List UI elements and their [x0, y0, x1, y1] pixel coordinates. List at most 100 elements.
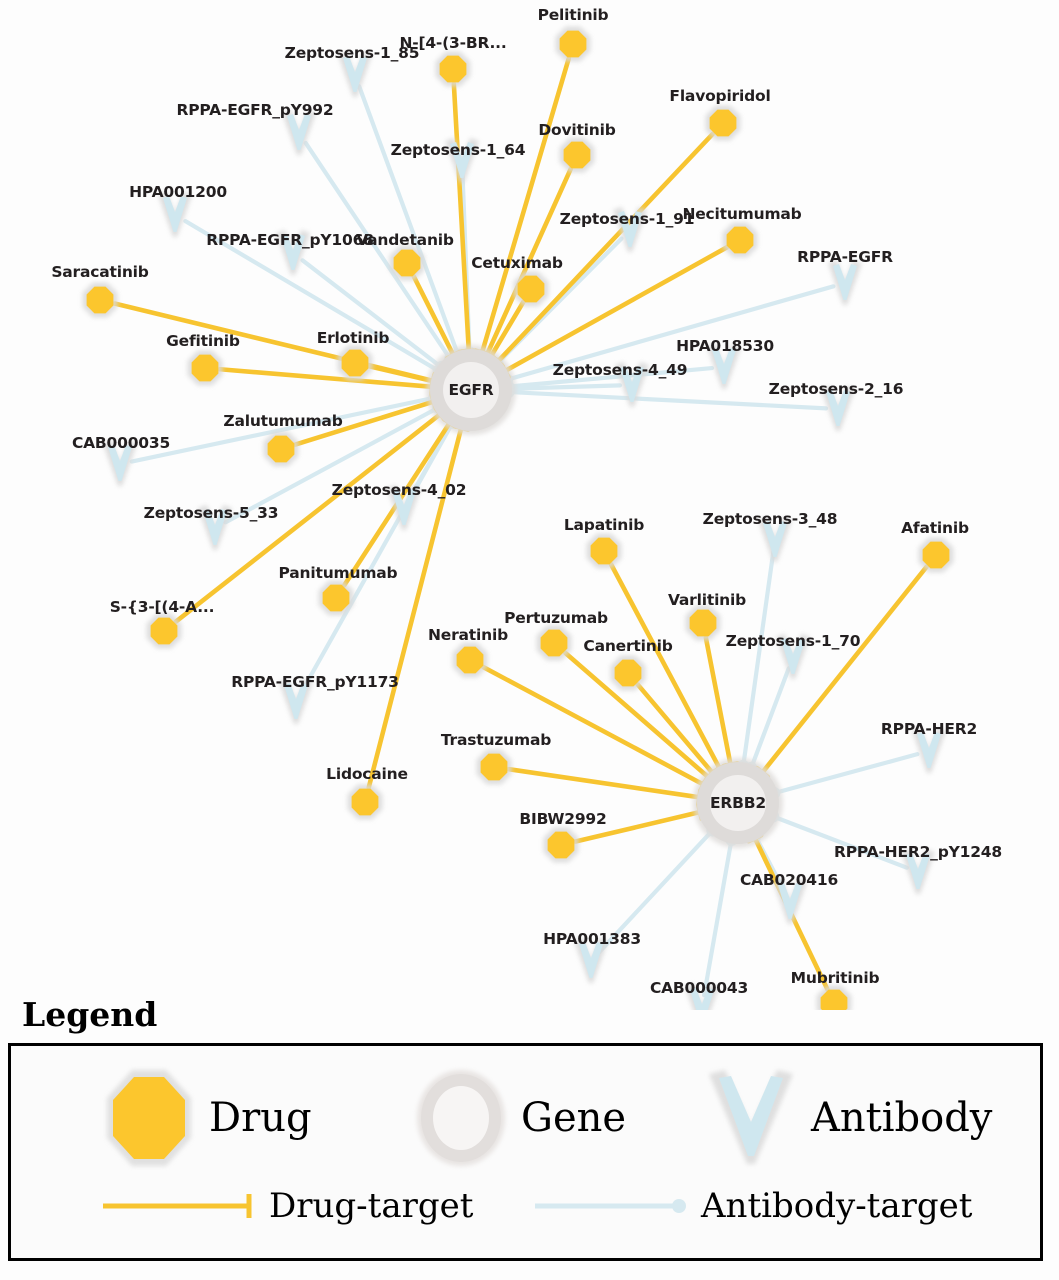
drug-node	[389, 245, 425, 281]
drug-node	[318, 580, 354, 616]
antibody-node	[158, 192, 192, 237]
antibody-target-edge-icon	[535, 1199, 686, 1213]
drug-node	[536, 625, 572, 661]
antibody-node	[758, 517, 792, 562]
antibody-node	[387, 485, 421, 530]
network-canvas	[82, 26, 954, 1010]
antibody-node	[198, 505, 232, 550]
drug-nodes-layer	[82, 26, 954, 1010]
legend-drug-target-label: Drug-target	[269, 1186, 474, 1226]
antibody-node	[828, 260, 862, 305]
legend-title: Legend	[22, 995, 158, 1034]
drug-target-edge-icon	[103, 1194, 252, 1218]
legend-antibody-target-label: Antibody-target	[701, 1186, 973, 1226]
legend: Legend Drug Gene	[0, 985, 1059, 1280]
drug-node	[347, 784, 383, 820]
drug-label-20: Lidocaine	[326, 765, 408, 783]
antibody-label-17: RPPA-HER2_pY1248	[834, 843, 1002, 861]
drug-node	[559, 137, 595, 173]
antibody-label-15: RPPA-EGFR_pY1173	[231, 673, 399, 691]
drug-label-2: Flavopiridol	[669, 87, 771, 105]
drug-label-15: S-{3-[(4-A...	[109, 598, 215, 616]
drug-label-9: Erlotinib	[316, 329, 390, 347]
legend-antibody-label: Antibody	[811, 1095, 993, 1141]
drug-label-10: Zalutumumab	[223, 412, 343, 430]
drug-label-16: Pertuzumab	[504, 609, 608, 627]
drug-node	[263, 431, 299, 467]
antibody-node	[103, 441, 137, 486]
antibody-chevron-icon	[709, 1070, 793, 1164]
antibody-label-5: RPPA-EGFR_pY1068	[206, 231, 374, 249]
antibody-node	[574, 938, 608, 983]
antibody-node	[279, 679, 313, 724]
legend-drug-label: Drug	[209, 1095, 312, 1141]
drug-label-3: Dovitinib	[538, 121, 616, 139]
antibody-node	[613, 207, 647, 252]
drug-node	[146, 613, 182, 649]
gene-label-ERBB2: ERBB2	[710, 794, 766, 812]
antibody-label-11: Zeptosens-5_33	[143, 504, 279, 522]
drug-label-1: N-[4-(3-BR...	[399, 34, 507, 52]
legend-gene-node: Gene	[411, 1064, 626, 1172]
legend-gene-label: Gene	[521, 1095, 627, 1141]
antibody-node	[615, 362, 649, 407]
drug-label-18: Canertinib	[583, 637, 673, 655]
antibody-label-13: Zeptosens-3_48	[702, 510, 838, 528]
antibody-label-8: HPA018530	[676, 337, 774, 355]
antibody-label-7: Zeptosens-4_49	[552, 361, 688, 379]
drug-label-12: Lapatinib	[563, 516, 645, 534]
drug-node	[452, 642, 488, 678]
drug-node	[337, 345, 373, 381]
gene-label-EGFR: EGFR	[448, 381, 494, 399]
drug-node	[435, 51, 471, 87]
drug-node	[586, 533, 622, 569]
drug-label-4: Vandetanib	[356, 231, 454, 249]
legend-antibody-node: Antibody	[701, 1064, 992, 1172]
drug-label-22: Mubritinib	[790, 969, 880, 987]
antibody-node	[338, 52, 372, 97]
drug-node	[82, 282, 118, 318]
drug-label-5: Cetuximab	[471, 254, 563, 272]
drug-label-6: Necitumumab	[682, 205, 802, 223]
drug-label-17: Neratinib	[428, 626, 508, 644]
antibody-label-14: Zeptosens-1_70	[725, 632, 861, 650]
antibody-node	[685, 984, 719, 1010]
antibody-node	[776, 634, 810, 679]
antibody-label-19: HPA001383	[543, 930, 641, 948]
drug-label-8: Gefitinib	[166, 332, 240, 350]
drug-node	[187, 350, 223, 386]
drug-node	[476, 749, 512, 785]
drug-octagon-icon	[107, 1070, 191, 1166]
antibody-node	[282, 110, 316, 155]
antibody-label-16: RPPA-HER2	[880, 720, 978, 738]
drug-edges-layer	[112, 56, 929, 992]
antibody-node	[276, 230, 310, 275]
antibody-nodes-layer	[103, 52, 946, 1010]
antibody-node	[821, 386, 855, 431]
antibody-node	[445, 138, 479, 183]
antibody-label-3: HPA001200	[129, 183, 227, 201]
drug-node	[555, 26, 591, 62]
drug-node	[918, 537, 954, 573]
antibody-node	[901, 849, 935, 894]
drug-label-13: Varlitinib	[667, 591, 747, 609]
antibody-label-4: Zeptosens-1_91	[559, 210, 695, 228]
drug-node	[543, 827, 579, 863]
drug-node	[705, 105, 741, 141]
legend-box: Drug Gene Antibody	[8, 1043, 1043, 1261]
drug-node	[722, 222, 758, 258]
drug-label-11: Afatinib	[901, 519, 969, 537]
antibody-label-18: CAB020416	[739, 871, 839, 889]
drug-node	[816, 985, 852, 1010]
antibody-node	[707, 344, 741, 389]
drug-label-14: Panitumumab	[278, 564, 398, 582]
legend-antibody-target-edge: Antibody-target	[531, 1186, 972, 1226]
antibody-node	[912, 728, 946, 773]
antibody-label-12: Zeptosens-4_02	[331, 481, 467, 499]
drug-label-21: BIBW2992	[519, 810, 607, 828]
legend-drug-target-edge: Drug-target	[99, 1186, 473, 1226]
drug-label-19: Trastuzumab	[440, 731, 552, 749]
gene-node-ERBB2	[693, 758, 783, 848]
antibody-label-9: Zeptosens-2_16	[768, 380, 904, 398]
